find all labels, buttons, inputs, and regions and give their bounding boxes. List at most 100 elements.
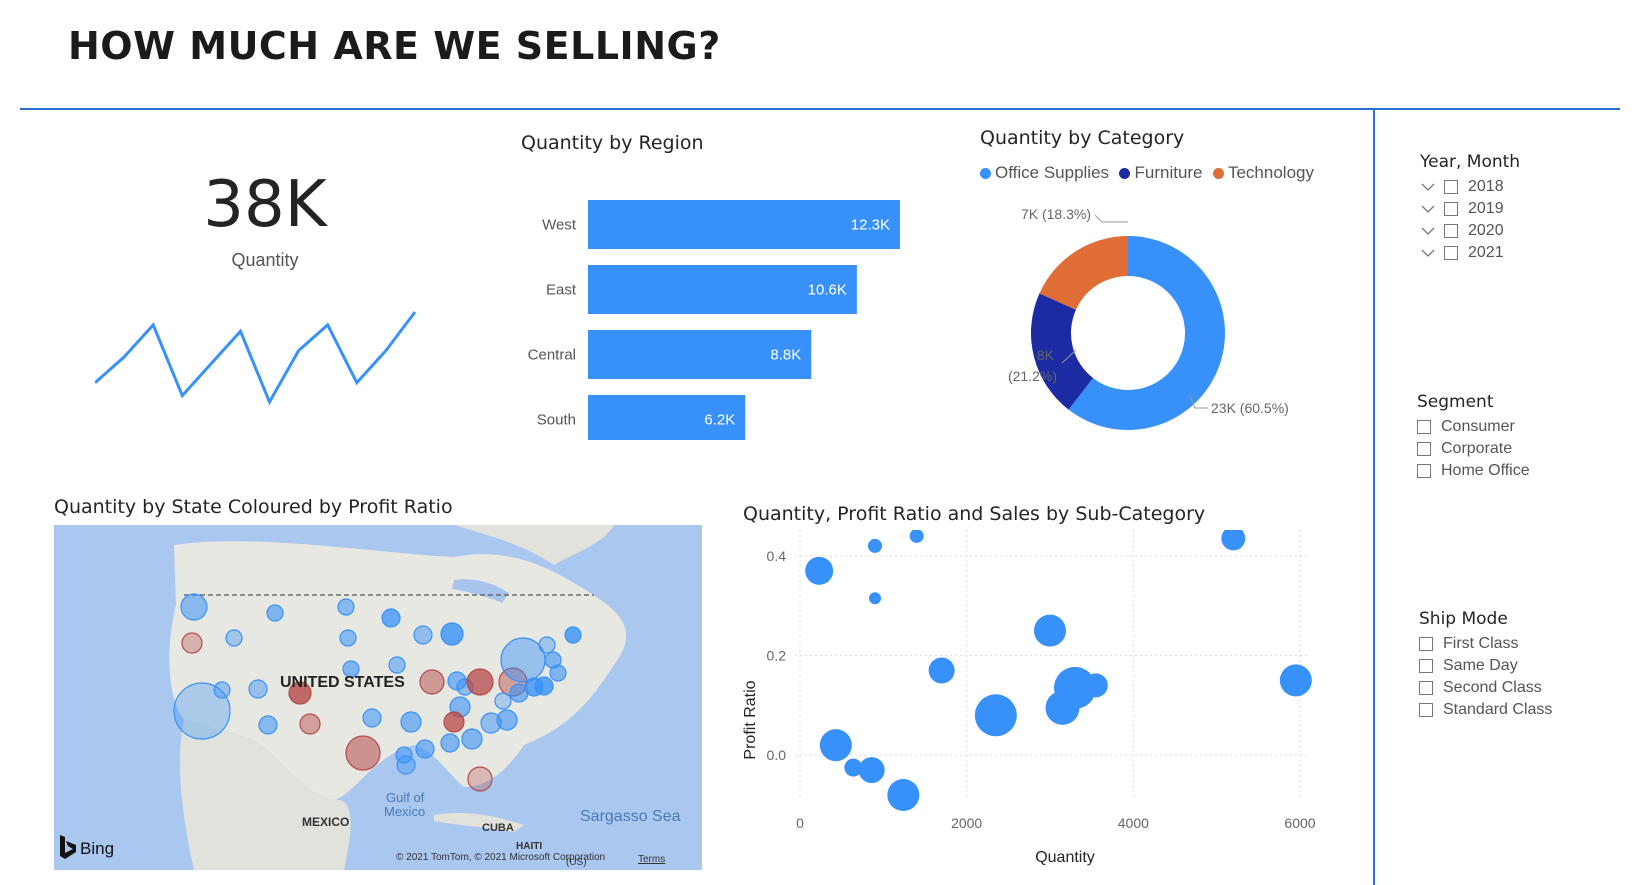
label-leader-line	[1189, 395, 1208, 409]
scatter-y-tick-label: 0.0	[767, 747, 787, 763]
state-bubble[interactable]	[388, 656, 406, 674]
scatter-point[interactable]	[805, 556, 834, 585]
state-bubble[interactable]	[500, 637, 546, 683]
state-bubble[interactable]	[440, 733, 460, 753]
checkbox[interactable]	[1419, 637, 1433, 651]
scatter-point[interactable]	[928, 657, 955, 684]
state-bubble[interactable]	[549, 664, 567, 682]
scatter-point[interactable]	[1083, 673, 1108, 698]
state-bubble[interactable]	[345, 735, 381, 771]
donut-slice-office-supplies[interactable]	[1068, 236, 1225, 430]
state-bubble[interactable]	[225, 629, 243, 647]
checkbox[interactable]	[1444, 180, 1458, 194]
slicer-item-standard-class[interactable]: Standard Class	[1419, 699, 1552, 721]
checkbox[interactable]	[1417, 464, 1431, 478]
legend-office-supplies[interactable]: Office Supplies	[980, 163, 1109, 183]
map-label-mexico: MEXICO	[302, 815, 349, 829]
map-terms-link[interactable]: Terms	[638, 854, 665, 865]
state-bubble[interactable]	[466, 668, 494, 696]
slicer-item-label: Standard Class	[1443, 701, 1553, 718]
state-bubble[interactable]	[415, 739, 435, 759]
slicer-item-2020[interactable]: 2020	[1420, 220, 1520, 242]
slicer-item-first-class[interactable]: First Class	[1419, 633, 1552, 655]
state-bubble[interactable]	[248, 679, 268, 699]
checkbox[interactable]	[1417, 420, 1431, 434]
scatter-point[interactable]	[974, 694, 1017, 737]
state-bubble[interactable]	[337, 598, 355, 616]
slicer-item-home-office[interactable]: Home Office	[1417, 460, 1530, 482]
state-bubble[interactable]	[339, 629, 357, 647]
legend-label: Furniture	[1134, 163, 1203, 182]
state-bubble[interactable]	[534, 676, 554, 696]
state-bubble[interactable]	[538, 636, 556, 654]
state-bubble[interactable]	[362, 708, 382, 728]
state-bubble[interactable]	[342, 660, 360, 678]
state-bubble[interactable]	[494, 692, 512, 710]
slicer-item-same-day[interactable]: Same Day	[1419, 655, 1552, 677]
slicer-item-second-class[interactable]: Second Class	[1419, 677, 1552, 699]
scatter-point[interactable]	[868, 538, 882, 553]
state-bubble[interactable]	[440, 622, 464, 646]
scatter-point[interactable]	[1279, 664, 1312, 697]
state-bubble[interactable]	[213, 681, 231, 699]
scatter-point[interactable]	[1221, 530, 1246, 551]
bar-west[interactable]	[588, 200, 900, 249]
state-bubble[interactable]	[258, 715, 278, 735]
slicer-item-label: 2020	[1468, 222, 1504, 239]
scatter-point[interactable]	[1046, 625, 1063, 642]
chevron-down-icon[interactable]	[1420, 202, 1436, 216]
state-bubble[interactable]	[180, 593, 208, 621]
bar-east[interactable]	[588, 265, 857, 314]
subcategory-scatter-chart[interactable]: Profit Ratio Quantity 0 2000 4000 6000 0.0 0.…	[735, 530, 1355, 875]
scatter-point[interactable]	[909, 530, 924, 543]
state-bubble[interactable]	[396, 755, 416, 775]
scatter-point[interactable]	[1045, 690, 1080, 725]
scatter-point[interactable]	[887, 779, 920, 811]
state-bubble[interactable]	[299, 713, 321, 735]
checkbox[interactable]	[1419, 681, 1433, 695]
state-bubble[interactable]	[443, 711, 465, 733]
state-bubble[interactable]	[564, 626, 582, 644]
region-bar-chart[interactable]: West 12.3K East 10.6K Central 8.8K South 6.2K	[500, 180, 920, 440]
slicer-item-2019[interactable]: 2019	[1420, 198, 1520, 220]
state-bubble[interactable]	[419, 669, 445, 695]
chevron-down-icon[interactable]	[1420, 246, 1436, 260]
us-state-map[interactable]: UNITED STATES Gulf of Mexico MEXICO CUBA…	[54, 525, 702, 870]
scatter-point[interactable]	[844, 758, 863, 777]
legend-furniture[interactable]: Furniture	[1119, 163, 1203, 183]
bar-central[interactable]	[588, 330, 812, 379]
slicer-item-2018[interactable]: 2018	[1420, 176, 1520, 198]
state-bubble[interactable]	[288, 681, 312, 705]
checkbox[interactable]	[1444, 202, 1458, 216]
state-bubble[interactable]	[381, 608, 401, 628]
checkbox[interactable]	[1419, 659, 1433, 673]
state-bubble[interactable]	[400, 711, 422, 733]
slicer-item-2021[interactable]: 2021	[1420, 242, 1520, 264]
state-bubble[interactable]	[461, 728, 483, 750]
slicer-item-label: Home Office	[1441, 462, 1530, 479]
scatter-point[interactable]	[869, 592, 881, 605]
state-bubble[interactable]	[173, 682, 231, 740]
state-bubble[interactable]	[413, 625, 433, 645]
slicer-item-consumer[interactable]: Consumer	[1417, 416, 1530, 438]
bar-south[interactable]	[588, 395, 746, 440]
chevron-down-icon[interactable]	[1420, 224, 1436, 238]
state-bubble[interactable]	[480, 712, 502, 734]
state-bubble[interactable]	[181, 632, 203, 654]
legend-technology[interactable]: Technology	[1212, 163, 1314, 183]
checkbox[interactable]	[1444, 246, 1458, 260]
checkbox[interactable]	[1444, 224, 1458, 238]
slicer-item-corporate[interactable]: Corporate	[1417, 438, 1530, 460]
scatter-point[interactable]	[858, 757, 885, 784]
donut-slice-technology[interactable]	[1039, 236, 1128, 310]
scatter-point[interactable]	[819, 729, 852, 762]
checkbox[interactable]	[1419, 703, 1433, 717]
state-bubble[interactable]	[266, 604, 284, 622]
kpi-value: 38K	[203, 168, 327, 242]
state-bubble[interactable]	[467, 766, 493, 792]
checkbox[interactable]	[1417, 442, 1431, 456]
chevron-down-icon[interactable]	[1420, 180, 1436, 194]
scatter-y-axis-label: Profit Ratio	[742, 680, 759, 759]
donut-slice-furniture[interactable]	[1031, 293, 1094, 410]
category-donut-chart[interactable]: 7K (18.3%) 8K (21.2%) 23K (60.5%)	[990, 200, 1330, 440]
